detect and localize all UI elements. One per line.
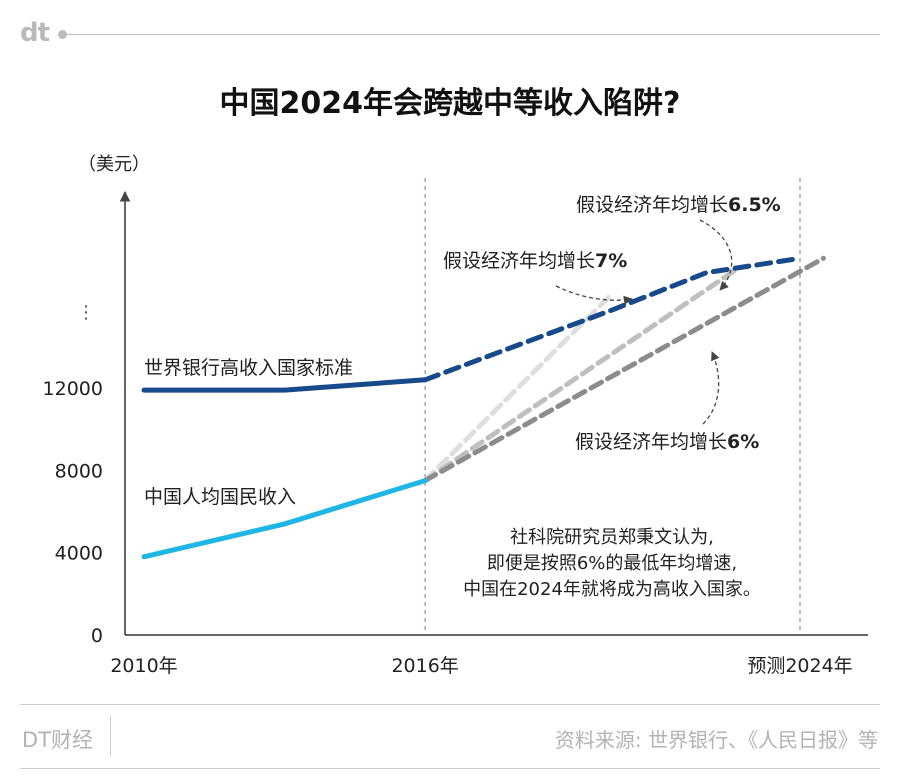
projection-line	[422, 290, 616, 484]
series-projection-high-income-standard	[422, 255, 803, 383]
projection-line	[422, 268, 737, 484]
income-trap-chart: （美元） ⋮ 0 4000 8000 12000 2010年 2016年 预测2024年 世界银行…	[43, 154, 868, 677]
y-tick-label: 4000	[55, 543, 103, 565]
y-tick-label: 8000	[55, 460, 103, 482]
series-line-china-income	[141, 478, 428, 560]
footer-brand: DT财经	[22, 728, 93, 752]
annotation-growth-6-5-text: 假设经济年均增长	[576, 194, 728, 216]
annotation-growth-6-5-percent: 6.5%	[728, 194, 781, 216]
note-line: 即便是按照6%的最低年均增速,	[487, 553, 737, 574]
header-dot	[58, 30, 67, 39]
x-tick-label: 预测2024年	[747, 655, 852, 677]
annotation-growth-6-5: 假设经济年均增长6.5%	[576, 194, 781, 216]
series-label-china-income: 中国人均国民收入	[144, 486, 296, 508]
footer-top-rule	[20, 704, 880, 705]
series-label-high-income-standard: 世界银行高收入国家标准	[144, 357, 353, 379]
x-tick-label: 2010年	[110, 655, 177, 677]
chart-title: 中国2024年会跨越中等收入陷阱?	[219, 86, 681, 121]
projection-line	[422, 255, 826, 484]
note-line: 社科院研究员郑秉文认为,	[510, 527, 714, 548]
footer-source: 资料来源: 世界银行、《人民日报》等	[554, 728, 878, 752]
brand-logo: dt	[20, 18, 50, 48]
y-tick-label: 12000	[43, 378, 103, 400]
annotation-growth-6: 假设经济年均增长6%	[575, 431, 759, 453]
y-axis-label: （美元）	[78, 154, 150, 175]
header-rule	[64, 34, 880, 35]
arrow-growth-7	[555, 285, 633, 305]
annotation-growth-7: 假设经济年均增长7%	[443, 250, 627, 272]
arrow-growth-6	[702, 351, 720, 425]
note-line: 中国在2024年就将成为高收入国家。	[463, 579, 761, 600]
annotation-growth-7-text: 假设经济年均增长	[443, 250, 595, 272]
series-line-high-income-standard	[141, 377, 428, 393]
annotation-growth-6-text: 假设经济年均增长	[575, 431, 727, 453]
footer-bottom-rule	[20, 768, 880, 769]
y-axis-break: ⋮	[77, 302, 95, 323]
annotation-growth-7-percent: 7%	[595, 250, 627, 272]
footer-separator	[110, 716, 111, 756]
x-tick-label: 2016年	[391, 655, 458, 677]
annotation-growth-6-percent: 6%	[727, 431, 759, 453]
arrow-growth-6-5	[699, 219, 733, 291]
y-tick-label: 0	[91, 625, 103, 647]
